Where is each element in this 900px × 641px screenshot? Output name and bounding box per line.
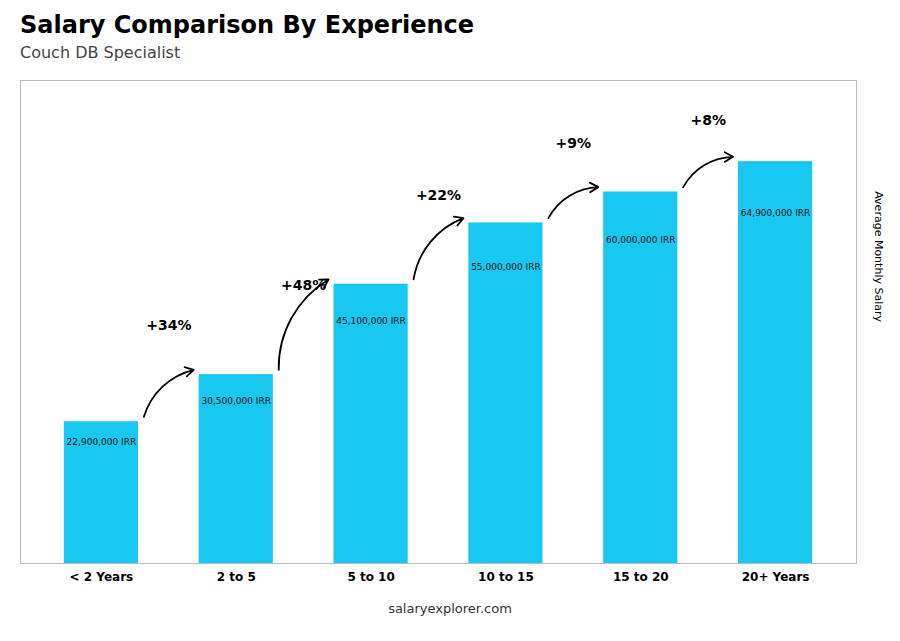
svg-text:60,000,000 IRR: 60,000,000 IRR [606, 235, 676, 245]
svg-text:55,000,000 IRR: 55,000,000 IRR [471, 262, 541, 272]
svg-text:10 to 15: 10 to 15 [478, 570, 534, 584]
html-text:Couch DB Specialist: Couch DB Specialist [20, 43, 181, 62]
svg-text:+34%: +34% [146, 317, 191, 333]
svg-text:64,900,000 IRR: 64,900,000 IRR [741, 208, 811, 218]
svg-text:+22%: +22% [416, 187, 461, 203]
svg-text:+48%: +48% [281, 277, 326, 293]
svg-text:15 to 20: 15 to 20 [613, 570, 669, 584]
svg-text:+9%: +9% [556, 135, 592, 151]
svg-text:2 to 5: 2 to 5 [217, 570, 256, 584]
svg-text:5 to 10: 5 to 10 [347, 570, 394, 584]
html-text:Salary Comparison By Experienc: Salary Comparison By Experience [20, 11, 475, 39]
svg-text:+8%: +8% [690, 112, 726, 128]
svg-text:< 2 Years: < 2 Years [70, 570, 134, 584]
svg-text:Average Monthly Salary: Average Monthly Salary [872, 191, 885, 322]
svg-text:45,100,000 IRR: 45,100,000 IRR [336, 316, 406, 326]
html-text:salaryexplorer.com: salaryexplorer.com [388, 601, 512, 616]
svg-text:20+ Years: 20+ Years [742, 570, 810, 584]
svg-text:22,900,000 IRR: 22,900,000 IRR [67, 437, 137, 447]
svg-text:30,500,000 IRR: 30,500,000 IRR [201, 396, 271, 406]
